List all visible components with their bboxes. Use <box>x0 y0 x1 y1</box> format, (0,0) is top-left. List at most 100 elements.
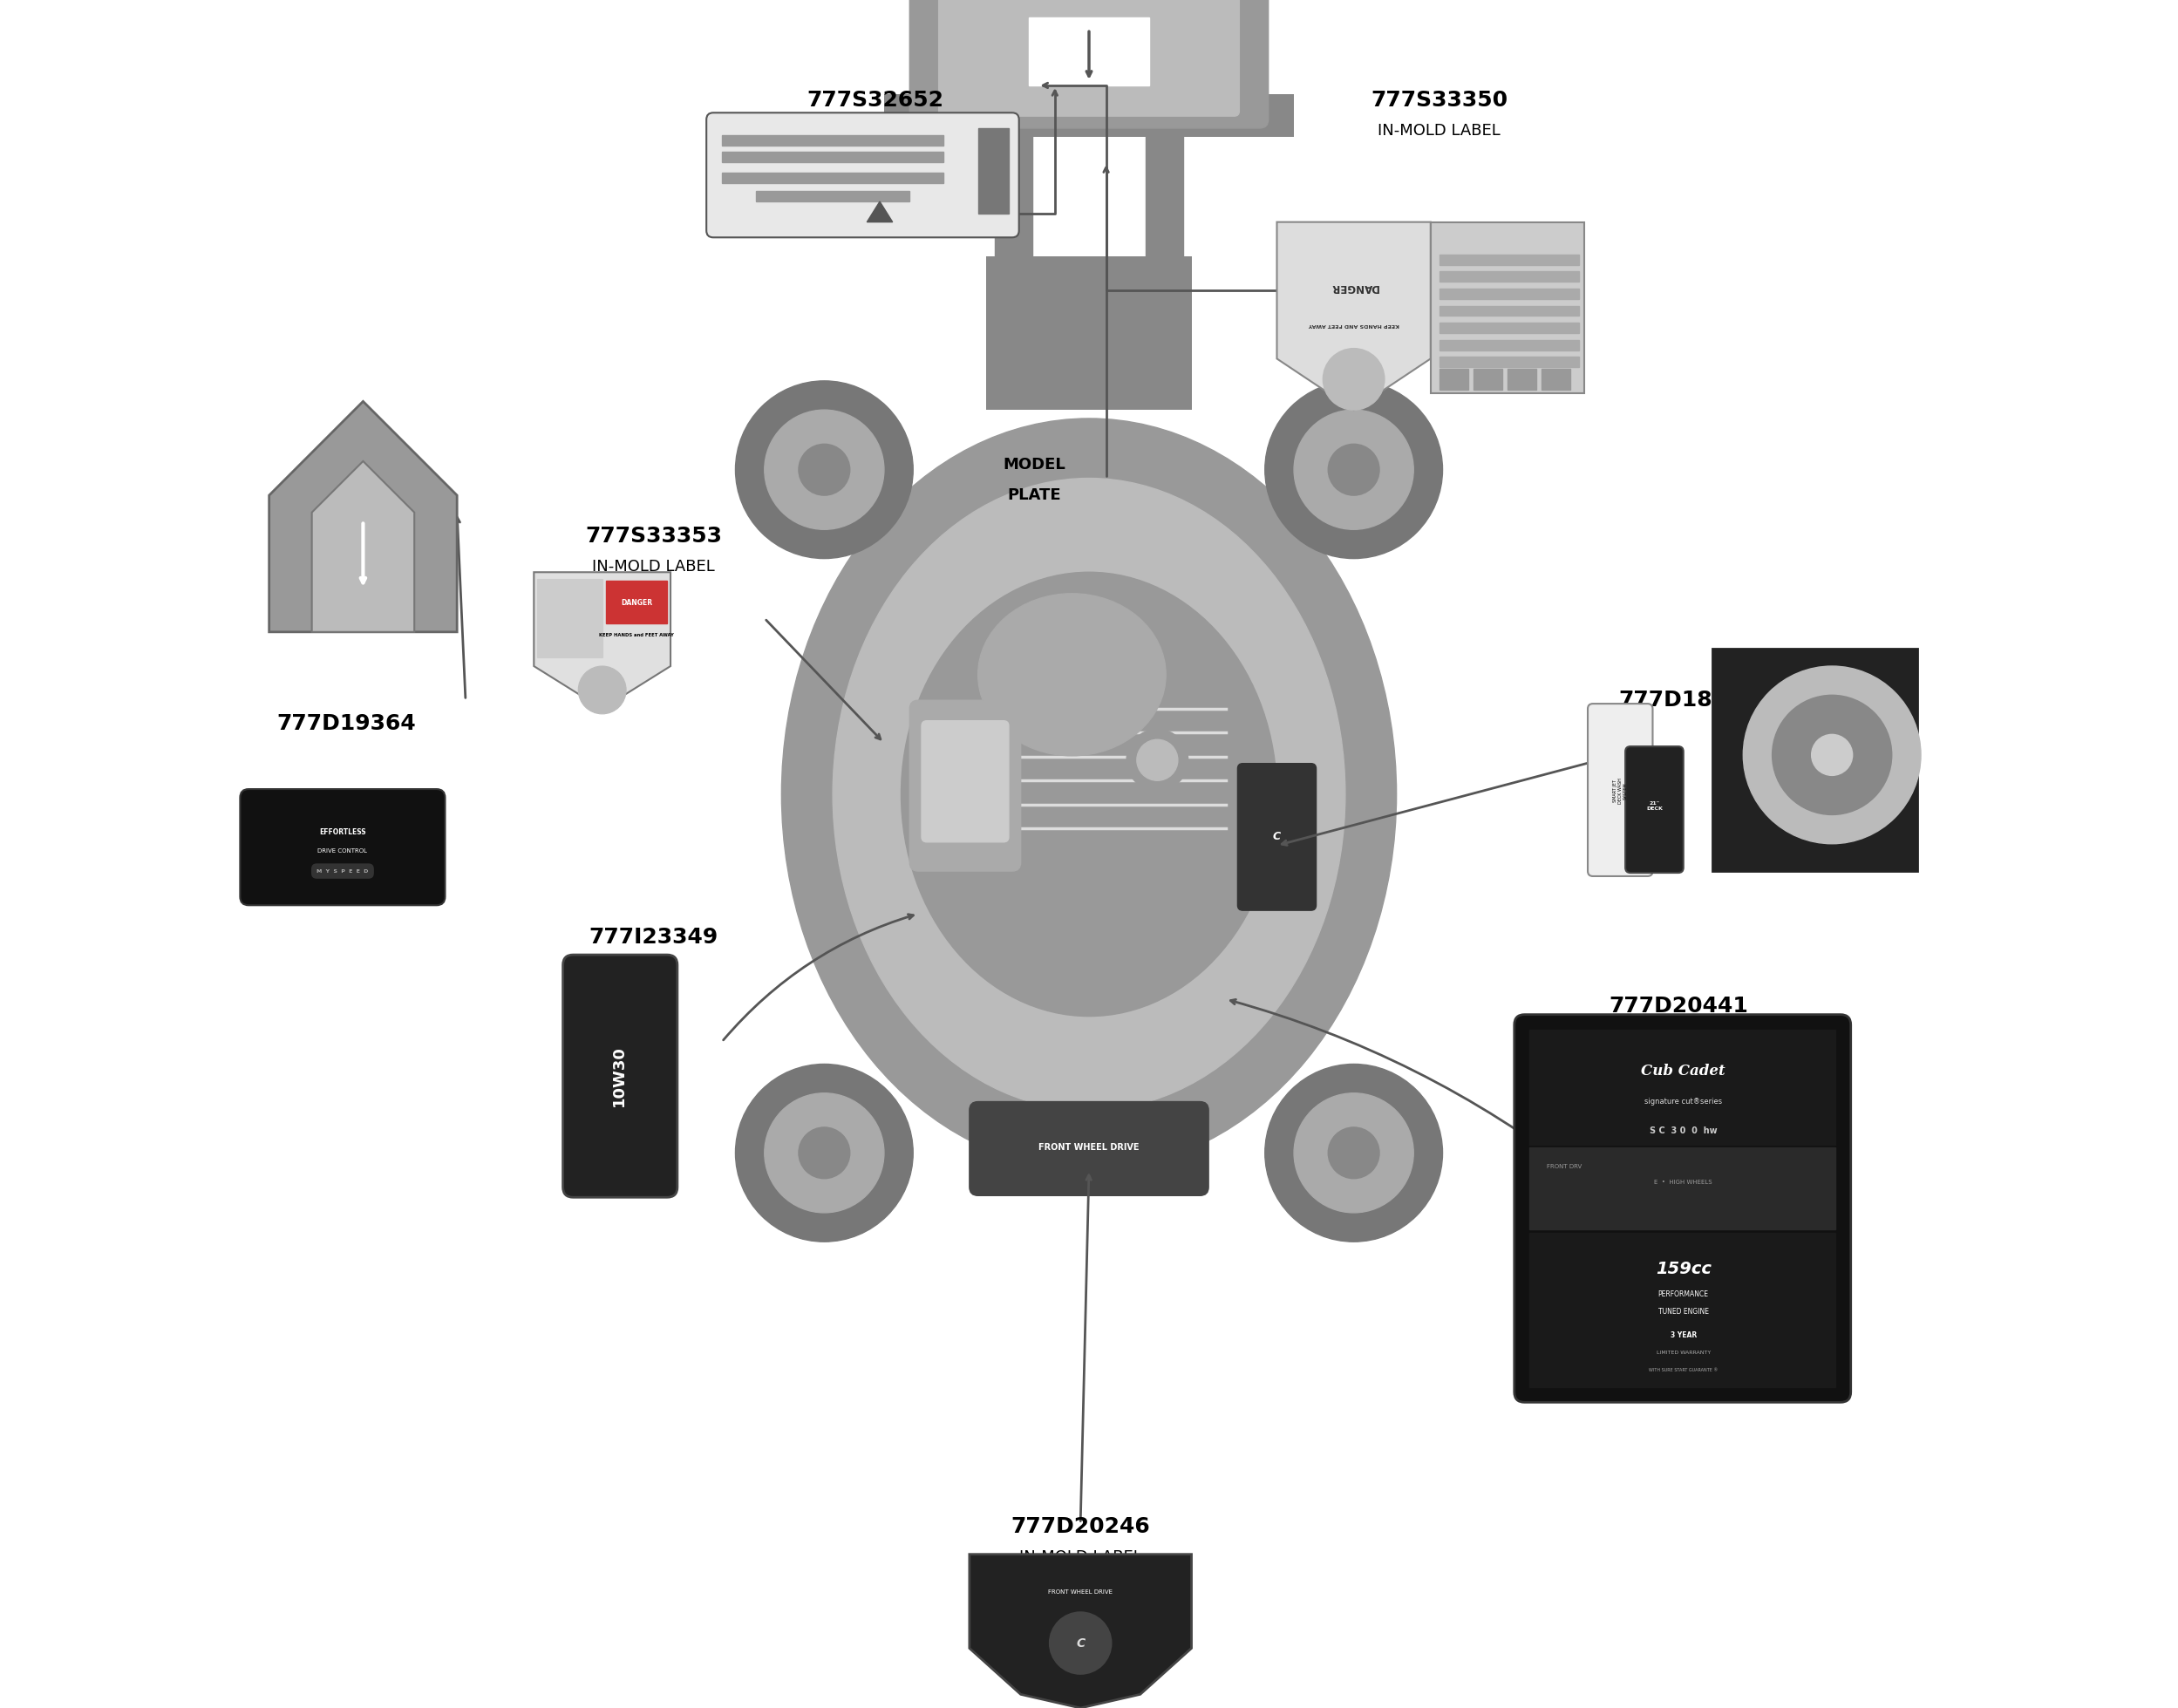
Text: 159cc: 159cc <box>1655 1261 1712 1278</box>
Circle shape <box>1265 381 1442 559</box>
Circle shape <box>1773 695 1893 815</box>
Bar <box>756 191 910 202</box>
Bar <box>1542 369 1570 389</box>
Bar <box>1440 340 1579 350</box>
Text: C: C <box>1272 832 1281 842</box>
Text: KEEP HANDS and FEET AWAY: KEEP HANDS and FEET AWAY <box>599 634 673 637</box>
FancyBboxPatch shape <box>1514 1015 1851 1402</box>
Bar <box>721 152 943 162</box>
Bar <box>605 581 666 623</box>
Text: C: C <box>1076 1636 1085 1650</box>
Text: SMART JET
DECK WASH
SYSTEM: SMART JET DECK WASH SYSTEM <box>1614 777 1627 804</box>
Polygon shape <box>1276 222 1431 410</box>
Bar <box>1440 272 1579 282</box>
Bar <box>1030 17 1148 85</box>
Circle shape <box>736 381 913 559</box>
Bar <box>987 256 1191 410</box>
Polygon shape <box>270 401 457 632</box>
FancyBboxPatch shape <box>1588 704 1653 876</box>
Bar <box>1146 128 1183 333</box>
Circle shape <box>764 410 884 529</box>
Bar <box>1431 222 1583 393</box>
Circle shape <box>1294 410 1414 529</box>
Text: IN-MOLD LABEL: IN-MOLD LABEL <box>1379 123 1501 138</box>
Ellipse shape <box>902 572 1276 1016</box>
Polygon shape <box>867 202 893 222</box>
Ellipse shape <box>832 478 1346 1110</box>
Bar <box>1440 357 1579 367</box>
Polygon shape <box>534 572 671 709</box>
Text: 3 YEAR: 3 YEAR <box>1671 1332 1697 1339</box>
Circle shape <box>764 1093 884 1213</box>
FancyBboxPatch shape <box>240 789 444 905</box>
Bar <box>1440 254 1579 265</box>
Text: M  Y  S  P  E  E  D: M Y S P E E D <box>316 869 368 873</box>
Text: 777D18543: 777D18543 <box>1618 690 1758 711</box>
Polygon shape <box>311 461 414 632</box>
Text: FRONT WHEEL DRIVE: FRONT WHEEL DRIVE <box>1039 1143 1139 1153</box>
Bar <box>1440 369 1468 389</box>
Circle shape <box>1050 1612 1111 1674</box>
Text: DANGER: DANGER <box>621 600 651 606</box>
FancyBboxPatch shape <box>921 721 1008 842</box>
Circle shape <box>1265 1064 1442 1242</box>
Circle shape <box>736 1064 913 1242</box>
Circle shape <box>1322 348 1385 410</box>
Text: FRONT WHEEL DRIVE: FRONT WHEEL DRIVE <box>1048 1588 1113 1595</box>
Text: 21"
DECK: 21" DECK <box>1647 801 1662 811</box>
Text: 777D20441: 777D20441 <box>1610 996 1749 1016</box>
Text: 777I23349: 777I23349 <box>588 927 719 948</box>
Polygon shape <box>969 1554 1191 1708</box>
Text: S C  3 0  0  hw: S C 3 0 0 hw <box>1649 1126 1716 1136</box>
FancyBboxPatch shape <box>939 0 1239 116</box>
Circle shape <box>1812 734 1853 775</box>
FancyBboxPatch shape <box>910 700 1021 871</box>
FancyBboxPatch shape <box>562 955 677 1197</box>
Bar <box>1440 306 1579 316</box>
Bar <box>884 94 1294 137</box>
Circle shape <box>1329 1127 1379 1179</box>
Text: WITH SURE START GUARANTE ®: WITH SURE START GUARANTE ® <box>1649 1368 1718 1372</box>
Text: 777D20246: 777D20246 <box>1011 1517 1150 1537</box>
Bar <box>1472 369 1503 389</box>
Bar <box>978 128 1008 214</box>
Text: MODEL: MODEL <box>1004 456 1065 473</box>
Ellipse shape <box>978 594 1165 755</box>
Text: Cub Cadet: Cub Cadet <box>1642 1064 1725 1078</box>
Circle shape <box>1329 444 1379 495</box>
Bar <box>1529 1233 1836 1387</box>
Text: FRONT DRV: FRONT DRV <box>1546 1163 1581 1170</box>
FancyBboxPatch shape <box>1237 763 1316 910</box>
Bar <box>1440 289 1579 299</box>
Text: IN-MOLD LABEL: IN-MOLD LABEL <box>592 559 714 574</box>
Text: 777D19364: 777D19364 <box>277 714 416 734</box>
Circle shape <box>799 444 849 495</box>
Text: DRIVE CONTROL: DRIVE CONTROL <box>318 847 368 854</box>
Circle shape <box>1294 1093 1414 1213</box>
Text: TUNED ENGINE: TUNED ENGINE <box>1657 1308 1710 1315</box>
Circle shape <box>579 666 625 714</box>
Text: DANGER: DANGER <box>1329 282 1379 292</box>
Text: EFFORTLESS: EFFORTLESS <box>320 828 366 835</box>
Circle shape <box>1742 666 1921 844</box>
Text: PLATE: PLATE <box>1008 487 1061 504</box>
Text: E  •  HIGH WHEELS: E • HIGH WHEELS <box>1655 1179 1712 1185</box>
FancyBboxPatch shape <box>706 113 1019 237</box>
FancyBboxPatch shape <box>969 1102 1209 1196</box>
Bar <box>1712 649 1917 871</box>
Circle shape <box>1126 729 1187 791</box>
Bar <box>721 173 943 183</box>
FancyBboxPatch shape <box>1625 746 1684 873</box>
Bar <box>1529 1148 1836 1230</box>
Bar <box>538 579 601 658</box>
Text: 777S32652: 777S32652 <box>808 91 943 111</box>
Bar <box>1440 323 1579 333</box>
Text: IN-MOLD LABEL: IN-MOLD LABEL <box>1019 1549 1141 1565</box>
Text: 777S33353: 777S33353 <box>586 526 721 547</box>
Text: KEEP HANDS AND FEET AWAY: KEEP HANDS AND FEET AWAY <box>1309 323 1398 326</box>
Ellipse shape <box>782 418 1396 1170</box>
Bar <box>1529 1030 1836 1144</box>
Bar <box>1507 369 1535 389</box>
Circle shape <box>799 1127 849 1179</box>
Text: signature cut®series: signature cut®series <box>1644 1098 1723 1105</box>
